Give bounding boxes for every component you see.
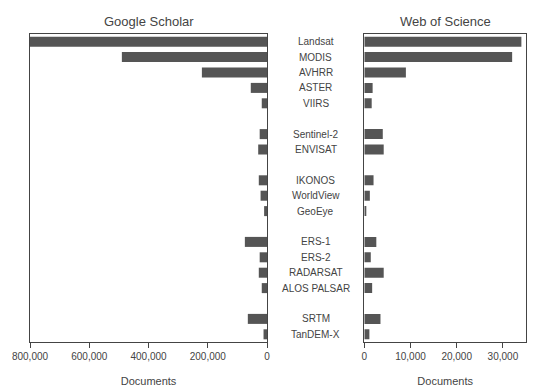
svg-text:ERS-1: ERS-1 — [301, 236, 331, 247]
svg-text:Documents: Documents — [417, 375, 473, 387]
svg-text:GeoEye: GeoEye — [297, 206, 334, 217]
svg-text:30,000: 30,000 — [488, 351, 519, 362]
svg-text:MODIS: MODIS — [299, 52, 332, 63]
svg-text:Landsat: Landsat — [298, 36, 334, 47]
svg-text:0: 0 — [264, 351, 270, 362]
svg-text:IKONOS: IKONOS — [296, 175, 335, 186]
svg-text:RADARSAT: RADARSAT — [289, 267, 343, 278]
svg-text:VIIRS: VIIRS — [303, 98, 329, 109]
svg-text:ERS-2: ERS-2 — [301, 252, 331, 263]
svg-text:0: 0 — [362, 351, 368, 362]
svg-text:800,000: 800,000 — [12, 351, 49, 362]
svg-text:20,000: 20,000 — [441, 351, 472, 362]
svg-text:ASTER: ASTER — [299, 82, 332, 93]
svg-text:Google Scholar: Google Scholar — [104, 14, 194, 29]
svg-text:WorldView: WorldView — [292, 190, 340, 201]
svg-text:AVHRR: AVHRR — [299, 67, 333, 78]
svg-text:TanDEM-X: TanDEM-X — [291, 329, 340, 340]
svg-text:Sentinel-2: Sentinel-2 — [293, 129, 338, 140]
svg-text:Documents: Documents — [121, 375, 177, 387]
svg-text:600,000: 600,000 — [71, 351, 108, 362]
svg-text:400,000: 400,000 — [130, 351, 167, 362]
svg-text:Web of Science: Web of Science — [400, 14, 491, 29]
svg-text:SRTM: SRTM — [302, 313, 330, 324]
svg-text:200,000: 200,000 — [190, 351, 227, 362]
svg-text:ALOS PALSAR: ALOS PALSAR — [282, 283, 350, 294]
svg-text:10,000: 10,000 — [395, 351, 426, 362]
svg-text:ENVISAT: ENVISAT — [295, 144, 337, 155]
